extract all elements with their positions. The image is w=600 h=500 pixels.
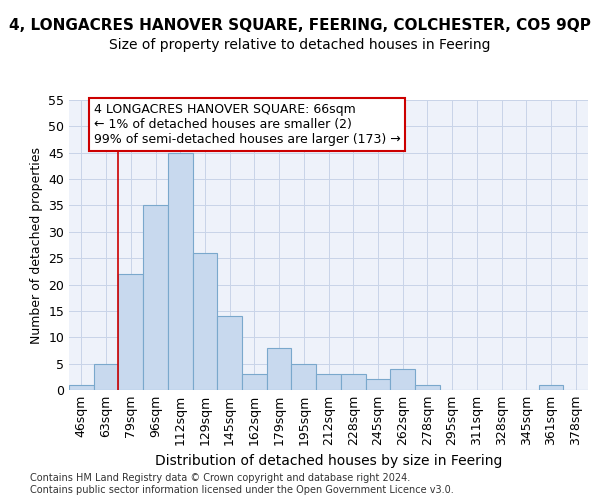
Bar	[242, 374, 267, 390]
Bar	[168, 152, 193, 390]
X-axis label: Distribution of detached houses by size in Feering: Distribution of detached houses by size …	[155, 454, 502, 468]
Bar	[415, 384, 440, 390]
Bar	[292, 364, 316, 390]
Bar	[193, 253, 217, 390]
Bar	[267, 348, 292, 390]
Text: 4, LONGACRES HANOVER SQUARE, FEERING, COLCHESTER, CO5 9QP: 4, LONGACRES HANOVER SQUARE, FEERING, CO…	[9, 18, 591, 32]
Bar	[341, 374, 365, 390]
Bar	[390, 369, 415, 390]
Text: 4 LONGACRES HANOVER SQUARE: 66sqm
← 1% of detached houses are smaller (2)
99% of: 4 LONGACRES HANOVER SQUARE: 66sqm ← 1% o…	[94, 102, 400, 146]
Bar	[143, 206, 168, 390]
Bar	[69, 384, 94, 390]
Bar	[217, 316, 242, 390]
Text: Contains HM Land Registry data © Crown copyright and database right 2024.
Contai: Contains HM Land Registry data © Crown c…	[30, 474, 454, 495]
Bar	[365, 380, 390, 390]
Bar	[539, 384, 563, 390]
Bar	[94, 364, 118, 390]
Bar	[316, 374, 341, 390]
Bar	[118, 274, 143, 390]
Y-axis label: Number of detached properties: Number of detached properties	[29, 146, 43, 344]
Text: Size of property relative to detached houses in Feering: Size of property relative to detached ho…	[109, 38, 491, 52]
